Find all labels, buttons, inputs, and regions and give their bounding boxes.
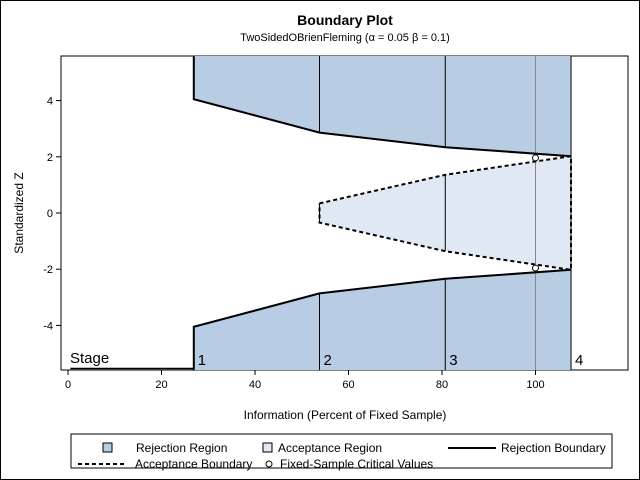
legend: Rejection Region Acceptance Region Rejecti… bbox=[70, 433, 613, 471]
stage-number-label: 1 bbox=[198, 352, 206, 369]
lower-rejection-boundary bbox=[192, 268, 572, 370]
x-tick-label: 60 bbox=[342, 379, 354, 391]
acceptance-region-legend-swatch bbox=[262, 442, 273, 453]
y-tick-label: 2 bbox=[47, 152, 53, 164]
x-tick-label: 20 bbox=[155, 379, 167, 391]
lower-rejection-region bbox=[193, 269, 572, 370]
rejection-region-legend-swatch bbox=[102, 442, 113, 453]
legend-label: Acceptance Boundary bbox=[135, 457, 252, 471]
y-tick-label: 0 bbox=[47, 208, 53, 220]
stage-axis-label: Stage bbox=[70, 350, 109, 367]
chart-subtitle: TwoSidedOBrienFleming (α = 0.05 β = 0.1) bbox=[240, 32, 450, 44]
legend-label: Rejection Boundary bbox=[501, 441, 606, 455]
x-tick-label: 100 bbox=[526, 379, 544, 391]
y-tick-label: -4 bbox=[43, 320, 53, 332]
x-tick-label: 0 bbox=[65, 379, 71, 391]
x-tick-label: 80 bbox=[436, 379, 448, 391]
stage-number-label: 3 bbox=[449, 352, 457, 369]
x-axis-label: Information (Percent of Fixed Sample) bbox=[244, 408, 447, 422]
y-tick-label: 4 bbox=[47, 96, 53, 108]
fixed-sample-critical-value-point bbox=[532, 154, 539, 162]
legend-label: Acceptance Region bbox=[278, 441, 382, 455]
y-tick-label: -2 bbox=[43, 264, 53, 276]
y-axis-label: Standardized Z bbox=[12, 172, 26, 253]
legend-box bbox=[70, 433, 613, 469]
stage-number-label: 2 bbox=[324, 352, 332, 369]
fixed-sample-critical-value-point bbox=[532, 264, 539, 272]
upper-rejection-region bbox=[193, 56, 572, 157]
upper-rejection-boundary bbox=[192, 56, 572, 158]
x-tick-label: 40 bbox=[249, 379, 261, 391]
stage-number-label: 4 bbox=[575, 352, 583, 369]
critical-values-legend-marker bbox=[265, 460, 273, 468]
legend-label: Fixed-Sample Critical Values bbox=[280, 457, 433, 471]
chart-title: Boundary Plot bbox=[297, 12, 393, 28]
acceptance-boundary bbox=[318, 155, 572, 271]
legend-label: Rejection Region bbox=[136, 441, 227, 455]
